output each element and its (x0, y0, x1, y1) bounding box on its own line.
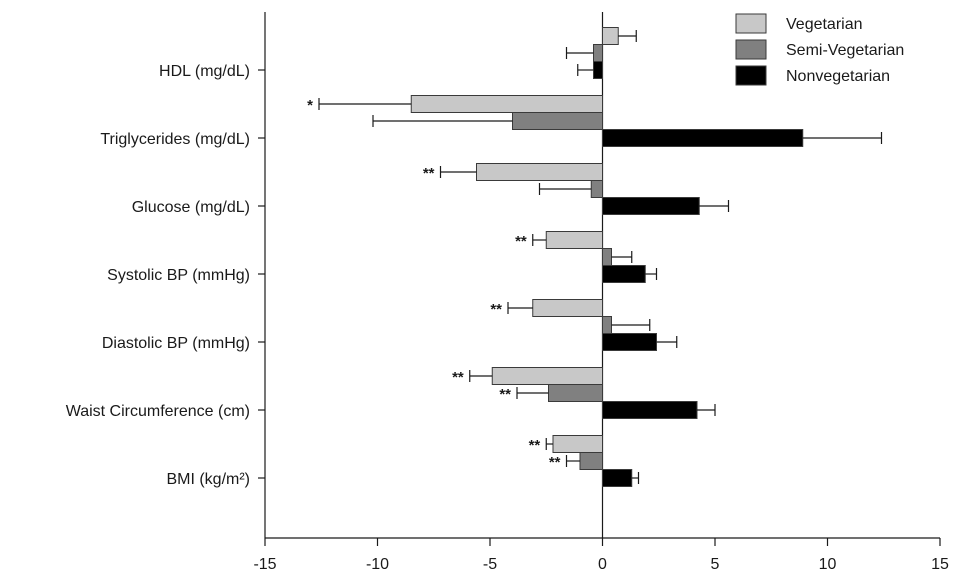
legend-swatch (735, 13, 767, 34)
bar-semi-vegetarian (579, 452, 603, 470)
bar-nonvegetarian (602, 197, 700, 215)
bar-semi-vegetarian (602, 316, 612, 334)
error-bars (318, 30, 883, 484)
category-label: HDL (mg/dL) (159, 63, 250, 80)
category-label: Systolic BP (mmHg) (107, 267, 250, 284)
x-tick-label: 10 (819, 556, 837, 573)
significance-marker: * (307, 97, 313, 114)
bar-semi-vegetarian (512, 112, 603, 130)
category-labels: HDL (mg/dL) Triglycerides (mg/dL) Glucose … (66, 63, 250, 488)
x-tick-label: -15 (253, 556, 276, 573)
significance-marker: ** (529, 437, 541, 454)
bar-vegetarian (552, 435, 603, 453)
x-tick-label: 15 (931, 556, 949, 573)
legend-label: Nonvegetarian (786, 68, 890, 85)
category-label: Waist Circumference (cm) (66, 403, 250, 420)
significance-markers: *************** (307, 97, 560, 471)
significance-marker: ** (423, 165, 435, 182)
category-label: Triglycerides (mg/dL) (100, 131, 250, 148)
bar-vegetarian (410, 95, 603, 113)
bar-vegetarian (602, 27, 619, 45)
legend-swatch (735, 39, 767, 60)
bars (410, 27, 804, 487)
bar-semi-vegetarian (602, 248, 612, 266)
bar-nonvegetarian (602, 129, 804, 147)
x-tick-label: -10 (366, 556, 389, 573)
bar-semi-vegetarian (593, 44, 603, 62)
bar-nonvegetarian (602, 401, 698, 419)
significance-marker: ** (549, 454, 561, 471)
tick-labels: -15 -10 -5 0 5 10 15 (253, 556, 949, 573)
legend: Vegetarian Semi-Vegetarian Nonvegetarian (735, 13, 904, 86)
category-label: Diastolic BP (mmHg) (102, 335, 250, 352)
bar-nonvegetarian (602, 333, 657, 351)
bar-vegetarian (532, 299, 603, 317)
significance-marker: ** (499, 386, 511, 403)
category-label: Glucose (mg/dL) (132, 199, 250, 216)
bar-semi-vegetarian (590, 180, 603, 198)
bar-vegetarian (491, 367, 603, 385)
bar-nonvegetarian (602, 265, 646, 283)
bar-semi-vegetarian (548, 384, 603, 402)
x-tick-label: 0 (598, 556, 607, 573)
legend-label: Semi-Vegetarian (786, 42, 904, 59)
bar-nonvegetarian (602, 469, 633, 487)
bar-nonvegetarian (593, 61, 603, 79)
significance-marker: ** (490, 301, 502, 318)
significance-marker: ** (515, 233, 527, 250)
significance-marker: ** (452, 369, 464, 386)
legend-swatch (735, 65, 767, 86)
bar-vegetarian (545, 231, 603, 249)
bar-vegetarian (476, 163, 603, 181)
legend-label: Vegetarian (786, 16, 863, 33)
x-tick-label: 5 (711, 556, 720, 573)
category-label: BMI (kg/m²) (166, 471, 250, 488)
x-tick-label: -5 (483, 556, 497, 573)
